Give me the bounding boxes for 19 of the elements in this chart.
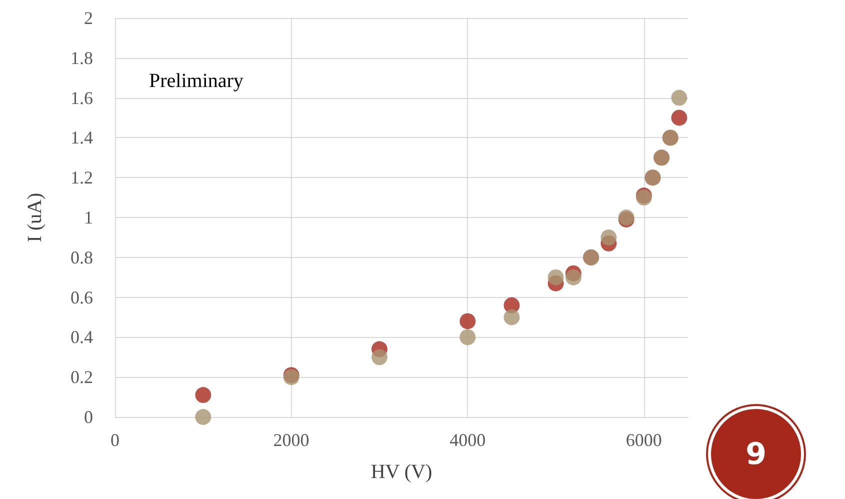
page-number-badge: 9 [708,406,804,499]
x-tick-label: 2000 [273,430,310,450]
y-tick-label: 2 [84,8,93,28]
y-axis-title: I (uA) [24,192,46,242]
y-tick-label: 1.6 [70,88,93,108]
y-tick-label: 0 [84,407,93,427]
y-tick-label: 0.8 [70,247,93,268]
y-tick-label: 0.4 [70,327,93,348]
annotation: Preliminary [149,70,244,93]
y-tick-label: 1.4 [70,128,93,148]
y-tick-label: 1.8 [70,48,93,68]
y-tick-label: 0.2 [70,367,93,388]
x-tick-label: 0 [110,430,120,450]
x-tick-label: 4000 [450,430,486,450]
x-axis-title: HV (V) [370,461,432,483]
y-tick-label: 1.2 [70,168,93,188]
y-tick-label: 0.6 [70,287,93,308]
y-tick-label: 1 [84,208,93,228]
x-tick-label: 6000 [626,430,662,450]
